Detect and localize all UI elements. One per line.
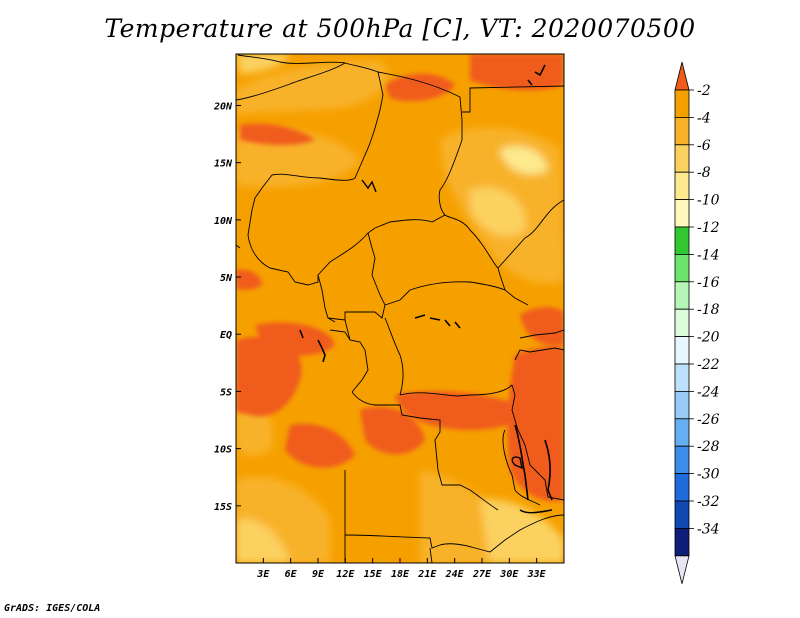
axis-ticks: 20N 15N 10N 5N EQ 5S 10S 15S 3E 6E 9E 12E 15E 18E 21E 2…	[213, 101, 547, 580]
country-borders	[236, 54, 564, 563]
colorbar-label: -10	[697, 193, 720, 209]
colorbar-top-arrow	[674, 61, 690, 91]
lon-tick-label: 12E	[336, 569, 355, 580]
lon-tick-label: 30E	[499, 569, 519, 580]
colorbar-swatch	[674, 89, 690, 118]
lat-tick-label: 5N	[220, 273, 233, 284]
colorbar-label: -6	[697, 138, 711, 154]
colorbar-label: -28	[697, 439, 720, 455]
temperature-field	[236, 54, 564, 563]
lat-tick-label: 20N	[213, 101, 233, 112]
colorbar-label: -20	[697, 330, 720, 346]
lon-tick-label: 27E	[472, 569, 492, 580]
colorbar-label: -12	[697, 220, 720, 236]
lon-tick-label: 9E	[312, 569, 325, 580]
colorbar-swatch	[674, 390, 690, 420]
lon-tick-label: 33E	[527, 569, 547, 580]
colorbar-swatch	[674, 500, 690, 529]
colorbar-label: -16	[697, 275, 720, 291]
colorbar-swatch	[674, 171, 690, 200]
colorbar-swatch	[674, 473, 690, 502]
lat-tick-label: 15S	[214, 502, 232, 513]
colorbar-label: -30	[697, 467, 720, 483]
lon-tick-label: 6E	[285, 569, 298, 580]
lon-tick-label: 21E	[417, 569, 437, 580]
colorbar-swatch	[674, 199, 690, 228]
colorbar-swatch	[674, 528, 690, 557]
colorbar-label: -14	[697, 247, 720, 263]
colorbar-swatch	[674, 418, 690, 447]
lon-tick-label: 15E	[364, 569, 383, 580]
colorbar-label: -32	[697, 494, 720, 510]
colorbar-label: -4	[697, 110, 711, 126]
colorbar-label: -8	[697, 165, 711, 181]
colorbar-bottom-arrow	[674, 555, 690, 584]
lon-tick-label: 3E	[256, 569, 270, 580]
grads-credit: GrADS: IGES/COLA	[4, 603, 101, 614]
colorbar-label: -22	[697, 357, 720, 373]
lat-tick-label: EQ	[220, 330, 232, 341]
colorbar-label: -24	[697, 384, 720, 400]
colorbar-swatch	[674, 253, 690, 283]
colorbar-swatch	[674, 445, 690, 475]
colorbar: -2 -4 -6 -8 -10 -12 -14 -16 -18 -20 -22 -24 -26 -28 -3…	[674, 61, 720, 584]
colorbar-swatch	[674, 144, 690, 173]
colorbar-swatch	[674, 281, 690, 310]
lon-tick-label: 24E	[445, 569, 465, 580]
colorbar-label: -26	[697, 412, 720, 428]
lat-tick-label: 15N	[214, 159, 233, 170]
lon-tick-label: 18E	[391, 569, 410, 580]
colorbar-swatch	[674, 336, 690, 365]
colorbar-swatch	[674, 226, 690, 255]
colorbar-label: -34	[697, 521, 720, 537]
lat-tick-label: 10N	[214, 216, 233, 227]
field-cool-patches	[236, 54, 564, 563]
map-title: Temperature at 500hPa [C], VT: 202007050…	[104, 14, 696, 43]
colorbar-swatch	[674, 117, 690, 146]
colorbar-swatch	[674, 363, 690, 392]
colorbar-swatch	[674, 308, 690, 338]
colorbar-label: -18	[697, 302, 720, 318]
lat-tick-label: 10S	[214, 445, 232, 456]
colorbar-label: -2	[697, 83, 711, 99]
lat-tick-label: 5S	[220, 387, 232, 398]
